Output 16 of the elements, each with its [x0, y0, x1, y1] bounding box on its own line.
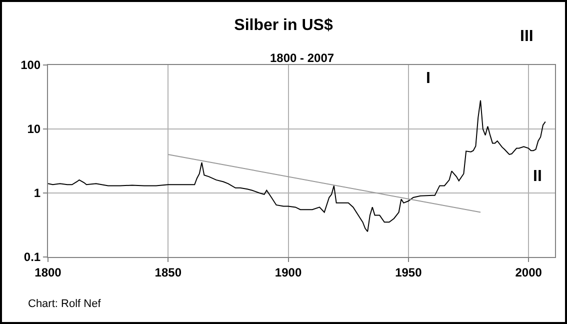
y-tick-label: 1: [34, 186, 41, 200]
annotation: I: [426, 70, 430, 87]
annotation: II: [533, 168, 542, 185]
x-tick-label: 1800: [34, 265, 62, 280]
x-tick-label: 1900: [274, 265, 302, 280]
text: III: [520, 28, 534, 45]
x-tick-label: 2000: [515, 265, 542, 280]
y-tick-label: 0.1: [24, 250, 41, 264]
x-tick-label: 1850: [154, 265, 182, 280]
chart-subtitle: 1800 - 2007: [270, 51, 334, 65]
line-series: [48, 100, 546, 232]
chart-title: Silber in US$: [234, 17, 333, 34]
text: Chart: Rolf Nef: [28, 298, 102, 310]
y-tick-label: 10: [27, 122, 41, 136]
y-tick-label: 100: [20, 58, 41, 72]
x-tick-label: 1950: [395, 265, 422, 280]
